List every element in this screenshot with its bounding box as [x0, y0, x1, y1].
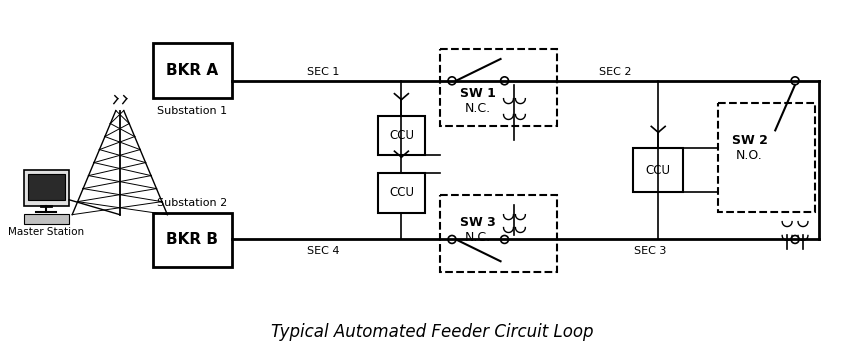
Bar	[24, 214, 69, 224]
Text: Substation 1: Substation 1	[157, 105, 227, 116]
Bar	[152, 213, 232, 267]
Text: N.C.: N.C.	[465, 231, 490, 244]
Text: SW 2: SW 2	[732, 134, 768, 147]
Bar	[717, 103, 815, 212]
Bar	[377, 116, 425, 155]
Bar	[633, 148, 683, 192]
Bar	[27, 174, 65, 200]
Text: SEC 3: SEC 3	[634, 246, 666, 257]
Text: SW 3: SW 3	[460, 216, 496, 229]
Text: SW 1: SW 1	[460, 87, 496, 100]
Text: N.O.: N.O.	[736, 149, 762, 162]
Text: SEC 1: SEC 1	[307, 67, 339, 77]
Text: BKR A: BKR A	[166, 63, 218, 78]
Bar	[440, 49, 557, 126]
Bar	[152, 43, 232, 98]
Bar	[440, 195, 557, 272]
Text: BKR B: BKR B	[167, 232, 218, 247]
Text: CCU: CCU	[389, 129, 414, 142]
Text: Substation 2: Substation 2	[157, 198, 227, 208]
Text: CCU: CCU	[389, 186, 414, 199]
Text: Typical Automated Feeder Circuit Loop: Typical Automated Feeder Circuit Loop	[271, 323, 593, 341]
Text: SEC 4: SEC 4	[307, 246, 339, 257]
Text: Master Station: Master Station	[8, 227, 84, 237]
Bar	[24, 170, 69, 206]
Text: CCU: CCU	[646, 164, 671, 177]
Text: N.C.: N.C.	[465, 102, 490, 115]
Bar	[377, 173, 425, 213]
Text: SEC 2: SEC 2	[599, 67, 632, 77]
